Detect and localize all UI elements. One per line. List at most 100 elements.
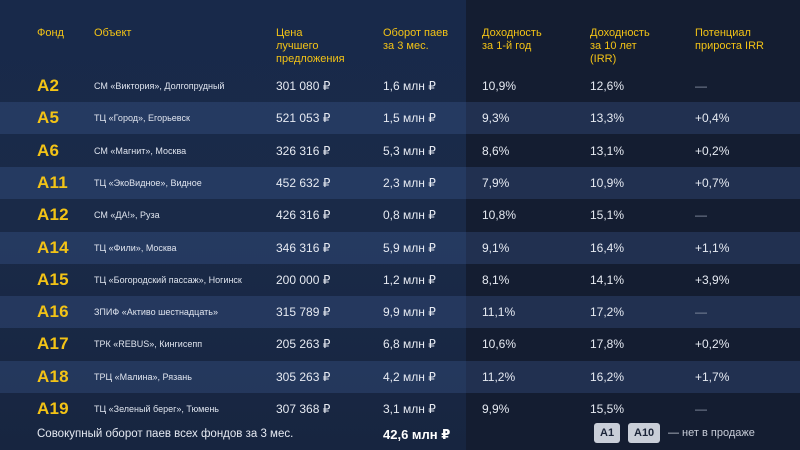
fund-code: A2 (37, 76, 60, 95)
turnover-3m: 3,1 млн ₽ (383, 402, 436, 416)
left-panel-background (0, 0, 466, 450)
header-yield-10y: Доходность за 10 лет (IRR) (590, 27, 650, 65)
object-name: ТЦ «Зеленый берег», Тюмень (94, 404, 219, 414)
irr-potential: +1,7% (695, 369, 730, 384)
table-row: A15 ТЦ «Богородский пассаж», Ногинск 200 0… (0, 264, 800, 296)
best-price: 315 789 ₽ (276, 305, 331, 320)
yield-1y: 9,1% (482, 240, 510, 255)
best-price: 305 263 ₽ (276, 369, 331, 384)
legend-not-for-sale: — нет в продаже (668, 427, 755, 439)
irr-potential: — (695, 402, 707, 416)
best-price: 307 368 ₽ (276, 402, 331, 416)
yield-10y: 17,8% (590, 337, 625, 352)
header-yield-1y: Доходность за 1-й год (482, 27, 542, 52)
object-name: СМ «Виктория», Долгопрудный (94, 81, 225, 91)
best-price: 205 263 ₽ (276, 337, 331, 352)
table-row: A16 ЗПИФ «Активо шестнадцать» 315 789 ₽ 9,9… (0, 296, 800, 329)
table-row: A12 СМ «ДА!», Руза 426 316 ₽ 0,8 млн ₽ 10,8%… (0, 199, 800, 231)
header-potential: Потенциал прироста IRR (695, 27, 764, 52)
header-object: Объект (94, 27, 132, 39)
turnover-3m: 1,2 млн ₽ (383, 272, 436, 287)
irr-potential: +0,2% (695, 143, 730, 158)
table-header: Фонд Объект Цена лучшего предложения Оборо… (0, 0, 800, 72)
fund-code: A16 (37, 302, 69, 322)
turnover-3m: 2,3 млн ₽ (383, 175, 436, 190)
yield-10y: 13,3% (590, 111, 625, 126)
fund-code: A15 (37, 269, 69, 289)
yield-1y: 9,9% (482, 402, 510, 416)
best-price: 426 316 ₽ (276, 208, 331, 223)
yield-10y: 15,5% (590, 402, 625, 416)
object-name: ТЦ «Фили», Москва (94, 242, 177, 253)
turnover-3m: 1,5 млн ₽ (383, 111, 436, 126)
object-name: СМ «ДА!», Руза (94, 210, 160, 221)
header-fund: Фонд (37, 27, 64, 39)
table-row: A17 ТРК «REBUS», Кингисепп 205 263 ₽ 6,8 мл… (0, 328, 800, 360)
fund-code: A17 (37, 334, 69, 354)
fund-code: A19 (37, 399, 69, 418)
fund-code: A5 (37, 108, 60, 128)
yield-10y: 12,6% (590, 79, 625, 93)
badge-a10: A10 (628, 423, 661, 443)
irr-potential: +3,9% (695, 272, 730, 287)
irr-potential: +0,2% (695, 337, 730, 352)
object-name: ТЦ «ЭкоВидное», Видное (94, 177, 202, 188)
table-row: A11 ТЦ «ЭкоВидное», Видное 452 632 ₽ 2,3 мл… (0, 166, 800, 199)
fund-code: A12 (37, 205, 69, 225)
yield-10y: 16,4% (590, 240, 625, 255)
yield-1y: 10,9% (482, 79, 517, 93)
yield-10y: 14,1% (590, 272, 625, 287)
fund-code: A18 (37, 366, 69, 386)
object-name: ТРК «REBUS», Кингисепп (94, 339, 203, 350)
turnover-3m: 1,6 млн ₽ (383, 79, 436, 93)
turnover-3m: 5,9 млн ₽ (383, 240, 436, 255)
fund-code: A11 (37, 172, 68, 192)
best-price: 521 053 ₽ (276, 111, 331, 126)
yield-1y: 8,1% (482, 272, 510, 287)
table-row: A5 ТЦ «Город», Егорьевск 521 053 ₽ 1,5 млн … (0, 102, 800, 135)
object-name: ЗПИФ «Активо шестнадцать» (94, 307, 218, 318)
object-name: ТЦ «Богородский пассаж», Ногинск (94, 274, 242, 285)
turnover-3m: 0,8 млн ₽ (383, 208, 436, 223)
yield-10y: 13,1% (590, 143, 625, 158)
yield-1y: 10,8% (482, 208, 517, 223)
turnover-3m: 9,9 млн ₽ (383, 305, 436, 320)
yield-1y: 11,2% (482, 369, 516, 384)
table-row: A2 СМ «Виктория», Долгопрудный 301 080 ₽ 1,… (0, 70, 800, 102)
yield-10y: 15,1% (590, 208, 625, 223)
table-row: A19 ТЦ «Зеленый берег», Тюмень 307 368 ₽ 3,… (0, 393, 800, 425)
yield-1y: 8,6% (482, 143, 510, 158)
yield-10y: 16,2% (590, 369, 625, 384)
turnover-3m: 5,3 млн ₽ (383, 143, 436, 158)
turnover-3m: 4,2 млн ₽ (383, 369, 436, 384)
yield-1y: 7,9% (482, 175, 510, 190)
irr-potential: — (695, 305, 707, 320)
total-turnover-label: Совокупный оборот паев всех фондов за 3 … (37, 428, 294, 440)
best-price: 346 316 ₽ (276, 240, 331, 255)
fund-code: A6 (37, 140, 60, 160)
table-row: A6 СМ «Магнит», Москва 326 316 ₽ 5,3 млн ₽ 8… (0, 135, 800, 167)
best-price: 326 316 ₽ (276, 143, 331, 158)
header-price: Цена лучшего предложения (276, 27, 345, 65)
right-panel-background (466, 0, 800, 450)
best-price: 452 632 ₽ (276, 175, 331, 190)
irr-potential: +0,7% (695, 175, 730, 190)
best-price: 200 000 ₽ (276, 272, 331, 287)
irr-potential: +0,4% (695, 111, 730, 126)
badge-a1: A1 (594, 423, 621, 443)
object-name: СМ «Магнит», Москва (94, 145, 187, 156)
yield-10y: 10,9% (590, 175, 625, 190)
fund-code: A14 (37, 237, 69, 257)
object-name: ТРЦ «Малина», Рязань (94, 371, 192, 382)
irr-potential: — (695, 79, 707, 93)
object-name: ТЦ «Город», Егорьевск (94, 113, 190, 124)
total-turnover-value: 42,6 млн ₽ (383, 427, 451, 442)
header-turnover: Оборот паев за 3 мес. (383, 27, 449, 52)
table-row: A14 ТЦ «Фили», Москва 346 316 ₽ 5,9 млн ₽ 9,… (0, 231, 800, 264)
yield-10y: 17,2% (590, 305, 625, 320)
irr-potential: +1,1% (695, 240, 730, 255)
yield-1y: 9,3% (482, 111, 510, 126)
irr-potential: — (695, 208, 707, 223)
yield-1y: 10,6% (482, 337, 517, 352)
turnover-3m: 6,8 млн ₽ (383, 337, 436, 352)
